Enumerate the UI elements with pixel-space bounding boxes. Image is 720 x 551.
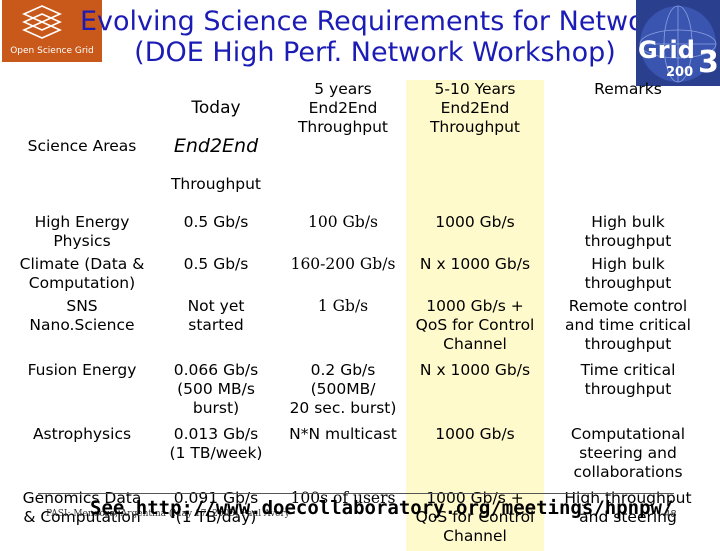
cell-science-area: High Energy Physics [34, 213, 130, 250]
header-remarks: Remarks [594, 80, 662, 98]
cell-today: 0.5 Gb/s [183, 213, 249, 231]
cell-5-10-years: 1000 Gb/s [406, 425, 544, 489]
footer-url-link[interactable]: See http://www.doecollaboratory.org/meet… [90, 497, 674, 519]
header-today-line3: Throughput [170, 175, 262, 193]
slide-title: Evolving Science Requirements for Networ… [80, 6, 686, 68]
logo-right-text: Grid [638, 36, 695, 64]
logo-right-number: 3 [698, 45, 719, 80]
cell-remarks: Time critical throughput [580, 361, 676, 398]
header-today-line1: Today [191, 98, 241, 118]
cell-5-10-years: N x 1000 Gb/s [406, 361, 544, 425]
footer-credit: PASI: Mendoza, Argentina (May 17, 2005) … [46, 509, 290, 519]
table-header-row: Science Areas Today End2End Throughput 5… [12, 80, 712, 213]
slide-number: 48 [664, 509, 677, 520]
cell-science-area: Astrophysics [32, 425, 132, 443]
cell-science-area: SNS Nano.Science [29, 297, 135, 334]
header-science-areas: Science Areas [27, 137, 137, 155]
cell-today: 0.5 Gb/s [183, 255, 249, 273]
cell-remarks: High bulk throughput [584, 213, 672, 250]
table-row: Astrophysics 0.013 Gb/s (1 TB/week) N*N … [12, 425, 712, 489]
cell-science-area: Fusion Energy [27, 361, 137, 379]
cell-5-years: 1 Gb/s [317, 297, 369, 315]
logo-right-year: 200 [666, 65, 693, 80]
table-row: Fusion Energy 0.066 Gb/s (500 MB/s burst… [12, 361, 712, 425]
cell-5-10-years: 1000 Gb/s + QoS for Control Channel [406, 297, 544, 361]
cell-remarks: Computational steering and collaboration… [570, 425, 686, 481]
logo-left-text: Open Science Grid [10, 46, 94, 56]
header-today: Today End2End Throughput [152, 80, 280, 213]
grid3-logo: Grid 3 200 [636, 0, 720, 86]
table-row: Climate (Data & Computation) 0.5 Gb/s 16… [12, 255, 712, 297]
title-line-1: Evolving Science Requirements for Networ… [80, 6, 686, 37]
cell-5-years: 100 Gb/s [308, 213, 378, 231]
cell-today: 0.066 Gb/s (500 MB/s burst) [173, 361, 259, 417]
cell-today: Not yet started [187, 297, 245, 334]
cell-remarks: High bulk throughput [584, 255, 672, 292]
table-row: SNS Nano.Science Not yet started 1 Gb/s … [12, 297, 712, 361]
cell-5-10-years: N x 1000 Gb/s [406, 255, 544, 297]
open-science-grid-logo: Open Science Grid [2, 0, 102, 62]
header-5-10-years: 5-10 Years End2End Throughput [406, 80, 544, 213]
cell-5-10-years: 1000 Gb/s [406, 213, 544, 255]
cell-remarks: Remote control and time critical through… [565, 297, 691, 353]
table-row: High Energy Physics 0.5 Gb/s 100 Gb/s 10… [12, 213, 712, 255]
header-5-years: 5 years End2End Throughput [297, 80, 389, 136]
cell-5-years: N*N multicast [289, 425, 397, 443]
header-today-line2: End2End [173, 135, 259, 157]
requirements-table: Science Areas Today End2End Throughput 5… [12, 80, 712, 551]
footer-divider [38, 493, 674, 494]
cell-today: 0.013 Gb/s (1 TB/week) [169, 425, 263, 462]
title-line-2: (DOE High Perf. Network Workshop) [134, 37, 616, 68]
cell-5-years: 160-200 Gb/s [290, 255, 396, 273]
cell-science-area: Climate (Data & Computation) [19, 255, 145, 292]
cell-5-years: 0.2 Gb/s (500MB/ 20 sec. burst) [289, 361, 397, 417]
footer-url[interactable]: See http://www.doecollaboratory.org/meet… [90, 497, 673, 519]
